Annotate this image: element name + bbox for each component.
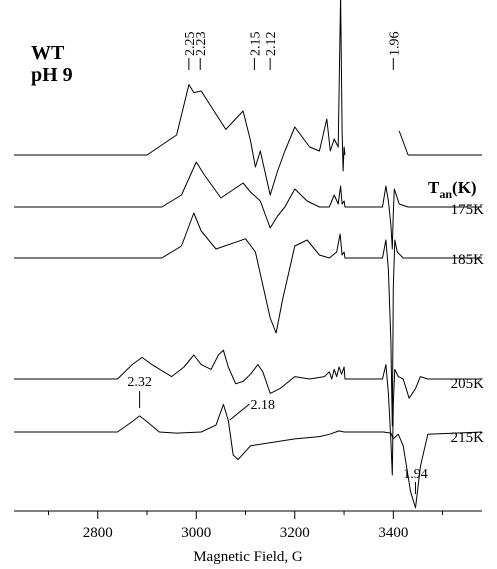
temperature-label-215K: 215K <box>451 430 485 446</box>
g-inline-tick-2.18 <box>229 403 250 421</box>
g-marker-label-2.15: 2.15 <box>248 32 263 57</box>
temperature-header: Tan(K) <box>428 178 477 201</box>
g-inline-label-2.32: 2.32 <box>127 375 152 390</box>
x-tick-label-3000: 3000 <box>181 525 211 541</box>
x-tick-label-2800: 2800 <box>83 525 113 541</box>
g-marker-label-2.12: 2.12 <box>264 32 279 57</box>
x-tick-label-3400: 3400 <box>378 525 408 541</box>
sample-label-line2: pH 9 <box>31 64 73 86</box>
inline-g-markers: 2.32 2.18 1.94 <box>127 375 428 494</box>
x-axis-ticks: 2800 3000 3200 3400 <box>47 511 444 541</box>
temperature-label-175K: 175K <box>451 202 485 218</box>
sample-label: WT pH 9 <box>31 42 73 86</box>
top-g-markers: 2.252.23 2.15 2.12 1.96 <box>183 32 402 70</box>
g-marker-label-2.23: 2.23 <box>194 32 209 57</box>
spectrum-trace-4 <box>14 349 482 476</box>
temperature-label-185K: 185K <box>451 252 485 268</box>
spectrum-trace-2 <box>14 161 482 250</box>
x-axis-title: Magnetic Field, G <box>193 549 303 565</box>
g-inline-label-1.94: 1.94 <box>403 467 428 482</box>
temperature-labels: 175K 185K 205K 215K <box>451 202 485 446</box>
g-inline-label-2.18: 2.18 <box>250 398 275 413</box>
spectra-traces <box>14 0 483 509</box>
sample-label-line1: WT <box>31 42 65 64</box>
g-marker-label-1.96: 1.96 <box>387 32 402 57</box>
x-tick-label-3200: 3200 <box>280 525 310 541</box>
spectrum-trace-5 <box>14 403 483 509</box>
spectrum-trace-1 <box>14 0 482 196</box>
spectrum-trace-3 <box>14 212 482 427</box>
g-marker-label-2.25: 2.25 <box>183 32 198 57</box>
temperature-label-205K: 205K <box>451 376 485 392</box>
